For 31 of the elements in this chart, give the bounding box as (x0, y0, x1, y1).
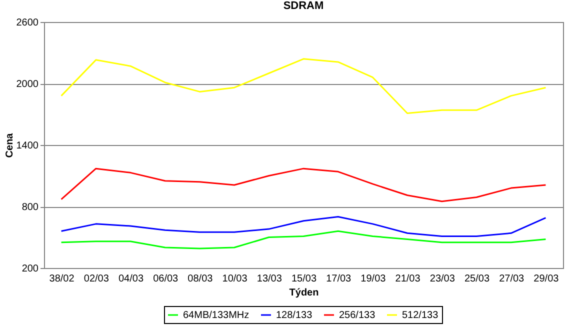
x-tick-label: 23/03 (430, 274, 456, 284)
x-tick-label: 02/03 (84, 274, 110, 284)
x-tick-label: 17/03 (326, 274, 352, 284)
legend-label: 512/133 (402, 310, 439, 321)
x-tick-label: 15/03 (291, 274, 317, 284)
x-tick-label: 25/03 (464, 274, 490, 284)
x-tick-label: 06/03 (153, 274, 179, 284)
chart-title: SDRAM (283, 0, 324, 12)
y-tick-label: 2000 (16, 79, 39, 90)
y-tick-label: 200 (22, 264, 39, 274)
y-tick-label: 2600 (16, 18, 39, 28)
line-series (60, 216, 546, 237)
line-series (60, 58, 546, 114)
legend-label: 64MB/133MHz (183, 310, 250, 321)
x-tick-label: 13/03 (256, 274, 282, 284)
x-axis-title: Týden (289, 288, 319, 298)
line-series (60, 230, 546, 250)
x-tick-label: 08/03 (188, 274, 214, 284)
legend-label: 256/133 (339, 310, 376, 321)
x-tick-label: 21/03 (395, 274, 421, 284)
x-tick-label: 38/02 (49, 274, 75, 284)
y-axis-title: Cena (4, 132, 16, 158)
x-tick-label: 10/03 (222, 274, 248, 284)
x-tick-label: 27/03 (499, 274, 525, 284)
y-tick-label: 800 (22, 202, 39, 213)
y-tick-label: 1400 (16, 140, 39, 152)
x-tick-label: 19/03 (360, 274, 386, 284)
legend-label: 128/133 (276, 310, 313, 321)
x-tick-label: 29/03 (534, 274, 560, 284)
x-tick-label: 04/03 (118, 274, 144, 284)
line-series (60, 168, 546, 202)
